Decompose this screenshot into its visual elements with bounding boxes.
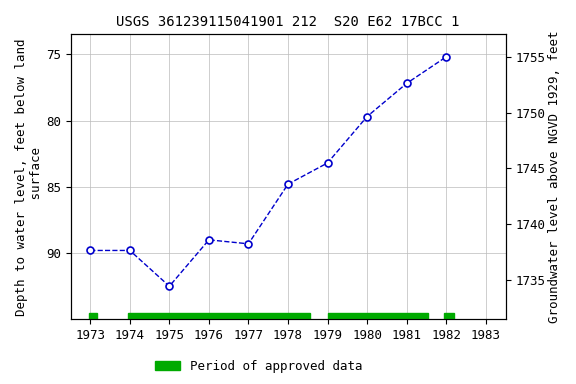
Bar <box>128 313 310 319</box>
Y-axis label: Groundwater level above NGVD 1929, feet: Groundwater level above NGVD 1929, feet <box>548 31 561 323</box>
Bar <box>89 313 97 319</box>
Bar <box>328 313 429 319</box>
Title: USGS 361239115041901 212  S20 E62 17BCC 1: USGS 361239115041901 212 S20 E62 17BCC 1 <box>116 15 460 29</box>
Bar <box>444 313 454 319</box>
Y-axis label: Depth to water level, feet below land
 surface: Depth to water level, feet below land su… <box>15 38 43 316</box>
Legend: Period of approved data: Period of approved data <box>150 355 368 378</box>
